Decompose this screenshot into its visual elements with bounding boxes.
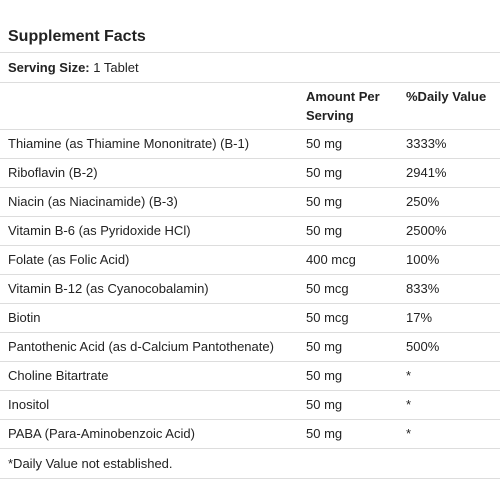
divider [0, 274, 500, 275]
nutrient-daily-value: 500% [406, 339, 440, 354]
divider [0, 303, 500, 304]
nutrient-daily-value: * [406, 368, 412, 383]
nutrient-amount: 50 mg [306, 165, 343, 180]
nutrient-name: PABA (Para-Aminobenzoic Acid) [8, 426, 195, 441]
nutrient-daily-value: 100% [406, 252, 440, 267]
nutrient-name: Biotin [8, 310, 41, 325]
nutrient-amount: 50 mg [306, 223, 343, 238]
nutrient-amount: 50 mg [306, 194, 343, 209]
table-row: Vitamin B-12 (as Cyanocobalamin) 50 mcg 83… [0, 275, 500, 304]
nutrient-name: Vitamin B-6 (as Pyridoxide HCl) [8, 223, 191, 238]
divider [0, 478, 500, 479]
table-row: Choline Bitartrate 50 mg * [0, 362, 500, 391]
table-row: Niacin (as Niacinamide) (B-3) 50 mg 250% [0, 188, 500, 217]
divider [0, 390, 500, 391]
nutrient-name: Vitamin B-12 (as Cyanocobalamin) [8, 281, 209, 296]
nutrient-name: Choline Bitartrate [8, 368, 109, 383]
nutrient-daily-value: 833% [406, 281, 440, 296]
serving-size-label: Serving Size: [8, 60, 90, 75]
nutrient-daily-value: 2941% [406, 165, 447, 180]
amount-per-serving-header: Amount Per Serving [306, 87, 380, 125]
footnote: *Daily Value not established. [8, 456, 173, 471]
divider [0, 448, 500, 449]
table-row: Pantothenic Acid (as d-Calcium Pantothen… [0, 333, 500, 362]
table-row: Vitamin B-6 (as Pyridoxide HCl) 50 mg 2500… [0, 217, 500, 246]
nutrient-name: Thiamine (as Thiamine Mononitrate) (B-1) [8, 136, 250, 151]
divider [0, 187, 500, 188]
table-row: Inositol 50 mg * [0, 391, 500, 420]
table-row: Biotin 50 mcg 17% [0, 304, 500, 333]
amount-header-line2: Serving [306, 108, 354, 123]
table-row: Riboflavin (B-2) 50 mg 2941% [0, 159, 500, 188]
nutrient-name: Riboflavin (B-2) [8, 165, 98, 180]
serving-size-value: 1 Tablet [93, 60, 139, 75]
nutrient-name: Niacin (as Niacinamide) (B-3) [8, 194, 178, 209]
nutrient-amount: 50 mg [306, 339, 343, 354]
nutrient-amount: 50 mcg [306, 281, 349, 296]
nutrient-amount: 50 mg [306, 368, 343, 383]
nutrient-name: Inositol [8, 397, 50, 412]
nutrient-daily-value: * [406, 397, 412, 412]
nutrient-amount: 50 mg [306, 426, 343, 441]
nutrient-name: Folate (as Folic Acid) [8, 252, 130, 267]
divider [0, 129, 500, 130]
divider [0, 52, 500, 53]
divider [0, 419, 500, 420]
divider [0, 82, 500, 83]
divider [0, 216, 500, 217]
table-row: PABA (Para-Aminobenzoic Acid) 50 mg * [0, 420, 500, 449]
nutrient-daily-value: * [406, 426, 412, 441]
daily-value-header: %Daily Value [406, 89, 487, 104]
table-row: Folate (as Folic Acid) 400 mcg 100% [0, 246, 500, 275]
panel-title: Supplement Facts [8, 28, 146, 45]
nutrient-amount: 50 mcg [306, 310, 349, 325]
table-row: Thiamine (as Thiamine Mononitrate) (B-1)… [0, 130, 500, 159]
nutrient-amount: 50 mg [306, 397, 343, 412]
amount-header-line1: Amount Per [306, 89, 380, 104]
nutrient-amount: 50 mg [306, 136, 343, 151]
divider [0, 361, 500, 362]
nutrient-daily-value: 3333% [406, 136, 447, 151]
divider [0, 332, 500, 333]
nutrient-name: Pantothenic Acid (as d-Calcium Pantothen… [8, 339, 274, 354]
serving-size: Serving Size: 1 Tablet [8, 60, 139, 76]
nutrient-daily-value: 2500% [406, 223, 447, 238]
divider [0, 158, 500, 159]
nutrient-daily-value: 250% [406, 194, 440, 209]
nutrient-amount: 400 mcg [306, 252, 356, 267]
nutrient-daily-value: 17% [406, 310, 433, 325]
divider [0, 245, 500, 246]
